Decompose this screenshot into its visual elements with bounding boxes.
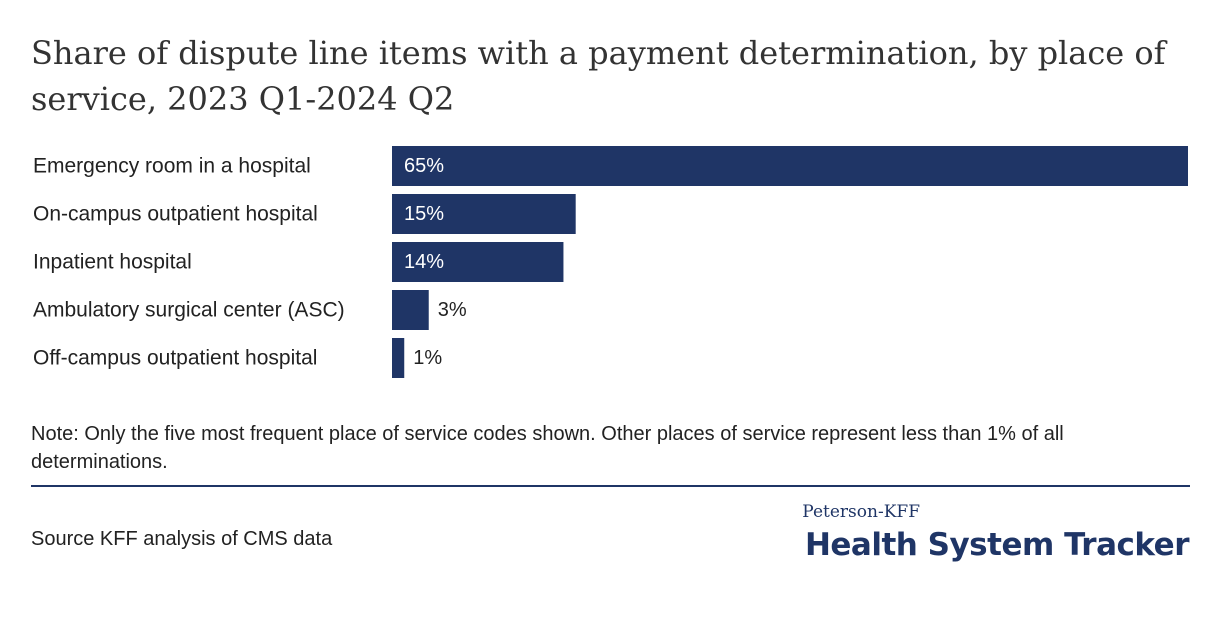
value-label: 1% bbox=[413, 347, 442, 369]
value-label: 65% bbox=[404, 155, 444, 177]
value-label: 3% bbox=[438, 299, 467, 321]
value-label: 15% bbox=[404, 203, 444, 225]
category-label: Emergency room in a hospital bbox=[33, 155, 311, 178]
value-label: 14% bbox=[404, 251, 444, 273]
footer-divider bbox=[31, 485, 1190, 487]
source-text: Source KFF analysis of CMS data bbox=[31, 528, 333, 550]
category-label: Ambulatory surgical center (ASC) bbox=[33, 299, 345, 322]
bar-chart: Emergency room in a hospital 65% On-campus… bbox=[33, 146, 1188, 378]
bar bbox=[392, 338, 405, 378]
bar bbox=[392, 194, 576, 234]
bar bbox=[392, 290, 429, 330]
category-label: Off-campus outpatient hospital bbox=[33, 347, 317, 370]
brand-logo-top: Peterson-KFF bbox=[802, 502, 920, 522]
brand-logo-main: Health System Tracker bbox=[804, 527, 1190, 563]
chart-note: Note: Only the five most frequent place … bbox=[31, 423, 1064, 473]
bar bbox=[392, 146, 1188, 186]
category-label: On-campus outpatient hospital bbox=[33, 203, 318, 226]
bar bbox=[392, 242, 564, 282]
category-label: Inpatient hospital bbox=[33, 251, 192, 274]
chart-title: Share of dispute line items with a payme… bbox=[31, 34, 1166, 118]
